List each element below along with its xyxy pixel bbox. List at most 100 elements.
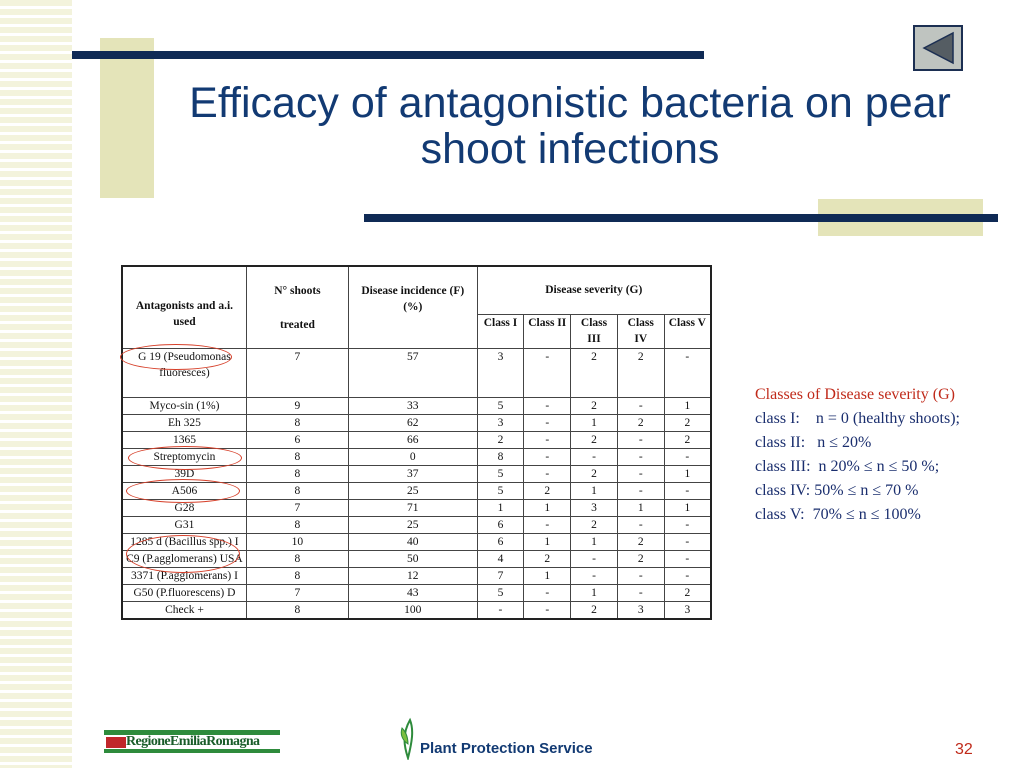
severity-class-cell: - — [663, 532, 712, 551]
incidence-cell: 25 — [347, 481, 478, 500]
severity-class-line: class V: 70% ≤ n ≤ 100% — [755, 506, 921, 523]
incidence-cell: 100 — [347, 600, 478, 619]
severity-class-cell: - — [616, 396, 665, 415]
severity-class-cell: - — [663, 447, 712, 466]
severity-class-cell: 5 — [476, 396, 525, 415]
table-row: G28 7 71 1 1 3 1 1 — [121, 498, 712, 517]
incidence-cell: 40 — [347, 532, 478, 551]
n-shoots-cell: 8 — [245, 447, 349, 466]
severity-class-cell: 3 — [616, 600, 665, 619]
n-shoots-cell: 7 — [245, 347, 349, 398]
severity-class-cell: 1 — [523, 532, 572, 551]
table-row: 3371 (P.agglomerans) I 8 12 7 1- - - — [121, 566, 712, 585]
table-row: Streptomycin 8 0 8- - - - — [121, 447, 712, 466]
severity-class-cell: 2 — [616, 413, 665, 432]
severity-class-cell: 5 — [476, 583, 525, 602]
header-antagonists: Antagonists and a.i. used — [121, 265, 247, 349]
severity-class-cell: - — [616, 515, 665, 534]
regione-logo: RegioneEmiliaRomagna — [104, 730, 280, 754]
severity-class-cell: 2 — [616, 532, 665, 551]
table-body: G 19 (Pseudomonas fluoresces) 7 57 3-2 2- Myc… — [121, 347, 712, 619]
severity-class-line: class II: n ≤ 20% — [755, 434, 872, 451]
severity-classes-title: Classes of Disease severity (G) — [755, 386, 955, 403]
incidence-cell: 50 — [347, 549, 478, 568]
severity-class-cell: 1 — [616, 498, 665, 517]
table-row: G31 8 25 6-2- - — [121, 515, 712, 534]
incidence-cell: 25 — [347, 515, 478, 534]
severity-class-cell: 2 — [663, 413, 712, 432]
incidence-cell: 0 — [347, 447, 478, 466]
n-shoots-cell: 10 — [245, 532, 349, 551]
severity-class-cell: - — [523, 413, 572, 432]
severity-class-cell: 2 — [523, 481, 572, 500]
antagonist-cell: A506 — [121, 481, 247, 500]
severity-class-cell: 3 — [663, 600, 712, 619]
severity-class-cell: - — [616, 481, 665, 500]
severity-class-cell: - — [616, 447, 665, 466]
severity-class-cell: 2 — [570, 600, 618, 619]
table-row: Myco-sin (1%) 9 33 5-2-1 — [121, 396, 712, 415]
severity-class-cell: 1 — [663, 396, 712, 415]
antagonist-cell: G28 — [121, 498, 247, 517]
footer-service-name: Plant Protection Service — [420, 740, 593, 757]
severity-class-cell: 2 — [663, 430, 712, 449]
severity-classes-legend: Classes of Disease severity (G) class I:… — [755, 383, 960, 527]
incidence-cell: 43 — [347, 583, 478, 602]
header-n-shoots: N° shoots treated — [245, 265, 349, 349]
n-shoots-cell: 8 — [245, 600, 349, 619]
severity-class-cell: 8 — [476, 447, 525, 466]
antagonist-cell: 1365 — [121, 430, 247, 449]
antagonist-cell: Streptomycin — [121, 447, 247, 466]
table-row: G50 (P.fluorescens) D 7 43 5-1-2 — [121, 583, 712, 602]
severity-class-cell: - — [663, 481, 712, 500]
leaf-icon — [400, 717, 414, 760]
severity-class-cell: - — [523, 583, 572, 602]
severity-class-cell: - — [523, 396, 572, 415]
severity-class-cell: - — [523, 515, 572, 534]
severity-class-cell: 3 — [570, 498, 618, 517]
severity-class-cell: 6 — [476, 515, 525, 534]
severity-class-cell: 2 — [663, 583, 712, 602]
severity-class-cell: - — [523, 464, 572, 483]
severity-class-cell: 2 — [476, 430, 525, 449]
severity-class-cell: - — [570, 566, 618, 585]
severity-class-cell: 2 — [570, 515, 618, 534]
severity-class-cell: 5 — [476, 481, 525, 500]
severity-class-cell: 2 — [570, 396, 618, 415]
severity-class-cell: 1 — [523, 566, 572, 585]
antagonist-cell: Check + — [121, 600, 247, 619]
header-class: Class I — [476, 313, 525, 349]
n-shoots-cell: 8 — [245, 413, 349, 432]
antagonist-cell: C9 (P.agglomerans) USA — [121, 549, 247, 568]
severity-class-cell: 3 — [476, 347, 525, 398]
severity-class-cell: - — [616, 464, 665, 483]
severity-class-cell: 3 — [476, 413, 525, 432]
logo-bar — [104, 749, 280, 753]
severity-class-cell: 7 — [476, 566, 525, 585]
results-table: Antagonists and a.i. used N° shoots trea… — [121, 265, 712, 620]
incidence-cell: 66 — [347, 430, 478, 449]
decorative-navy-bar-bottom — [364, 214, 998, 222]
incidence-cell: 62 — [347, 413, 478, 432]
severity-class-line: class IV: 50% ≤ n ≤ 70 % — [755, 482, 919, 499]
logo-bar — [104, 730, 280, 735]
severity-class-cell: 2 — [570, 347, 618, 398]
header-n-shoots-bottom: treated — [279, 319, 315, 331]
header-severity: Disease severity (G) — [476, 265, 712, 315]
decorative-khaki-bar-left — [100, 38, 154, 198]
severity-class-cell: 1 — [570, 481, 618, 500]
antagonist-cell: 39D — [121, 464, 247, 483]
severity-class-cell: - — [616, 430, 665, 449]
severity-class-cell: - — [476, 600, 525, 619]
n-shoots-cell: 8 — [245, 481, 349, 500]
severity-class-cell: 2 — [616, 347, 665, 398]
back-arrow-icon — [922, 31, 954, 65]
antagonist-cell: Eh 325 — [121, 413, 247, 432]
table-row: A506 8 25 5 2 1- - — [121, 481, 712, 500]
n-shoots-cell: 8 — [245, 464, 349, 483]
back-button[interactable] — [913, 25, 963, 71]
table-row: Eh 325 8 62 3-1 2 2 — [121, 413, 712, 432]
header-class: Class III — [570, 313, 618, 349]
severity-class-cell: - — [570, 549, 618, 568]
header-incidence: Disease incidence (F) (%) — [347, 265, 478, 349]
